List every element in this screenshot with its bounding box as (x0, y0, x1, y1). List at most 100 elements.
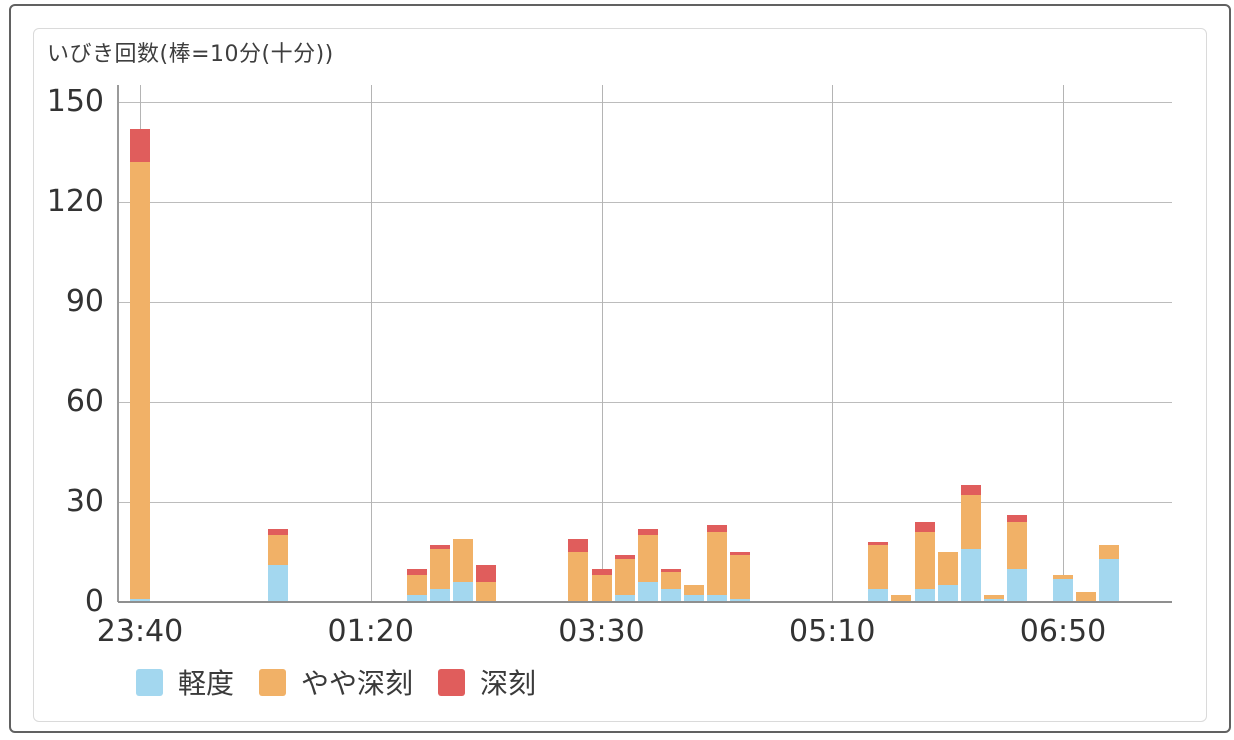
moderate-segment (729, 555, 750, 599)
mild-segment (453, 581, 474, 602)
moderate-segment (637, 535, 658, 582)
severe-segment (914, 522, 935, 532)
gridline-horizontal (118, 102, 1172, 103)
severe-segment (268, 528, 289, 536)
stacked-bar-slot-24 (683, 585, 704, 602)
moderate-segment (268, 535, 289, 566)
stacked-bar-slot-23 (660, 568, 681, 602)
stacked-bar-slot-12 (406, 568, 427, 602)
moderate-segment (1053, 575, 1073, 579)
stacked-bar-slot-19 (568, 538, 589, 602)
legend-item-severe: 深刻 (438, 662, 536, 702)
stacked-bar-slot-13 (429, 545, 450, 602)
gridline-vertical (601, 85, 603, 602)
stacked-bar-slot-25 (706, 525, 727, 602)
moderate-segment (1099, 545, 1120, 559)
moderate-segment (914, 532, 935, 589)
x-axis-tick-label: 06:50 (1019, 614, 1107, 649)
gridline-horizontal (118, 402, 1172, 403)
mild-segment (937, 585, 958, 602)
y-axis-tick-label: 30 (65, 484, 104, 519)
mild-segment (614, 595, 635, 602)
stacked-bar-slot-6 (268, 528, 289, 602)
moderate-segment (591, 575, 612, 602)
legend-label-severe: 深刻 (480, 667, 537, 700)
gridline-horizontal (118, 502, 1172, 503)
mild-segment (960, 548, 981, 602)
legend-item-mild: 軽度 (136, 662, 234, 702)
y-axis-tick-label: 120 (46, 184, 104, 219)
severe-segment (614, 555, 635, 559)
chart-card (33, 28, 1207, 722)
mild-segment (637, 581, 658, 602)
legend-item-moderate: やや深刻 (259, 662, 413, 702)
stacked-bar-slot-22 (637, 528, 658, 602)
mild-segment (429, 588, 450, 602)
severe-segment (637, 528, 658, 536)
x-axis-tick-label: 01:20 (327, 614, 414, 649)
stacked-bar-slot-21 (614, 555, 635, 602)
x-axis-line (118, 601, 1172, 603)
moderate-segment (960, 495, 981, 549)
severe-segment (130, 128, 150, 162)
mild-segment (683, 595, 704, 602)
severe-segment (568, 538, 589, 552)
severe-segment (960, 485, 981, 496)
mild-segment (406, 595, 427, 602)
moderate-segment (568, 551, 589, 602)
legend-label-moderate: やや深刻 (301, 667, 414, 700)
moderate-segment (476, 581, 497, 602)
mild-segment (1053, 578, 1073, 602)
y-axis-tick-label: 150 (46, 84, 104, 119)
x-axis-tick-label: 23:40 (96, 614, 184, 649)
legend-swatch-severe (438, 668, 466, 696)
gridline-vertical (370, 85, 372, 602)
chart-title: いびき回数(棒=10分(十分)) (47, 42, 334, 67)
mild-segment (868, 588, 889, 602)
mild-segment (706, 595, 727, 602)
moderate-segment (1076, 592, 1097, 602)
legend-swatch-mild (136, 668, 163, 696)
chart-legend: 軽度 やや深刻 深刻 (136, 662, 536, 702)
stacked-bar-slot-20 (591, 568, 612, 602)
mild-segment (268, 565, 289, 602)
mild-segment (729, 598, 750, 602)
moderate-segment (706, 531, 727, 596)
severe-segment (706, 525, 727, 532)
severe-segment (591, 568, 612, 576)
moderate-segment (614, 558, 635, 596)
legend-swatch-moderate (259, 668, 287, 696)
moderate-segment (660, 571, 681, 589)
moderate-segment (937, 552, 958, 586)
stacked-bar-slot-32 (868, 542, 889, 602)
severe-segment (476, 565, 497, 582)
moderate-segment (1006, 521, 1027, 569)
stacked-bar-slot-42 (1099, 545, 1120, 602)
stacked-bar-slot-34 (914, 522, 935, 602)
severe-segment (406, 568, 427, 576)
mild-segment (130, 598, 150, 602)
stacked-bar-slot-33 (891, 595, 912, 602)
mild-segment (983, 598, 1004, 602)
moderate-segment (891, 595, 912, 602)
y-axis-tick-label: 60 (65, 384, 104, 419)
y-axis-tick-label: 90 (65, 284, 104, 319)
severe-segment (1006, 515, 1027, 522)
stacked-bar-slot-0 (130, 128, 150, 602)
moderate-segment (453, 538, 474, 582)
moderate-segment (406, 575, 427, 596)
stacked-bar-slot-36 (960, 485, 981, 602)
gridline-horizontal (118, 302, 1172, 303)
gridline-vertical (832, 85, 834, 602)
moderate-segment (983, 595, 1004, 599)
moderate-segment (130, 161, 150, 599)
mild-segment (660, 588, 681, 602)
mild-segment (914, 588, 935, 602)
gridline-vertical (1063, 85, 1064, 602)
stacked-bar-slot-37 (983, 595, 1004, 602)
severe-segment (660, 568, 681, 572)
stacked-bar-slot-41 (1076, 592, 1097, 602)
moderate-segment (683, 585, 704, 596)
